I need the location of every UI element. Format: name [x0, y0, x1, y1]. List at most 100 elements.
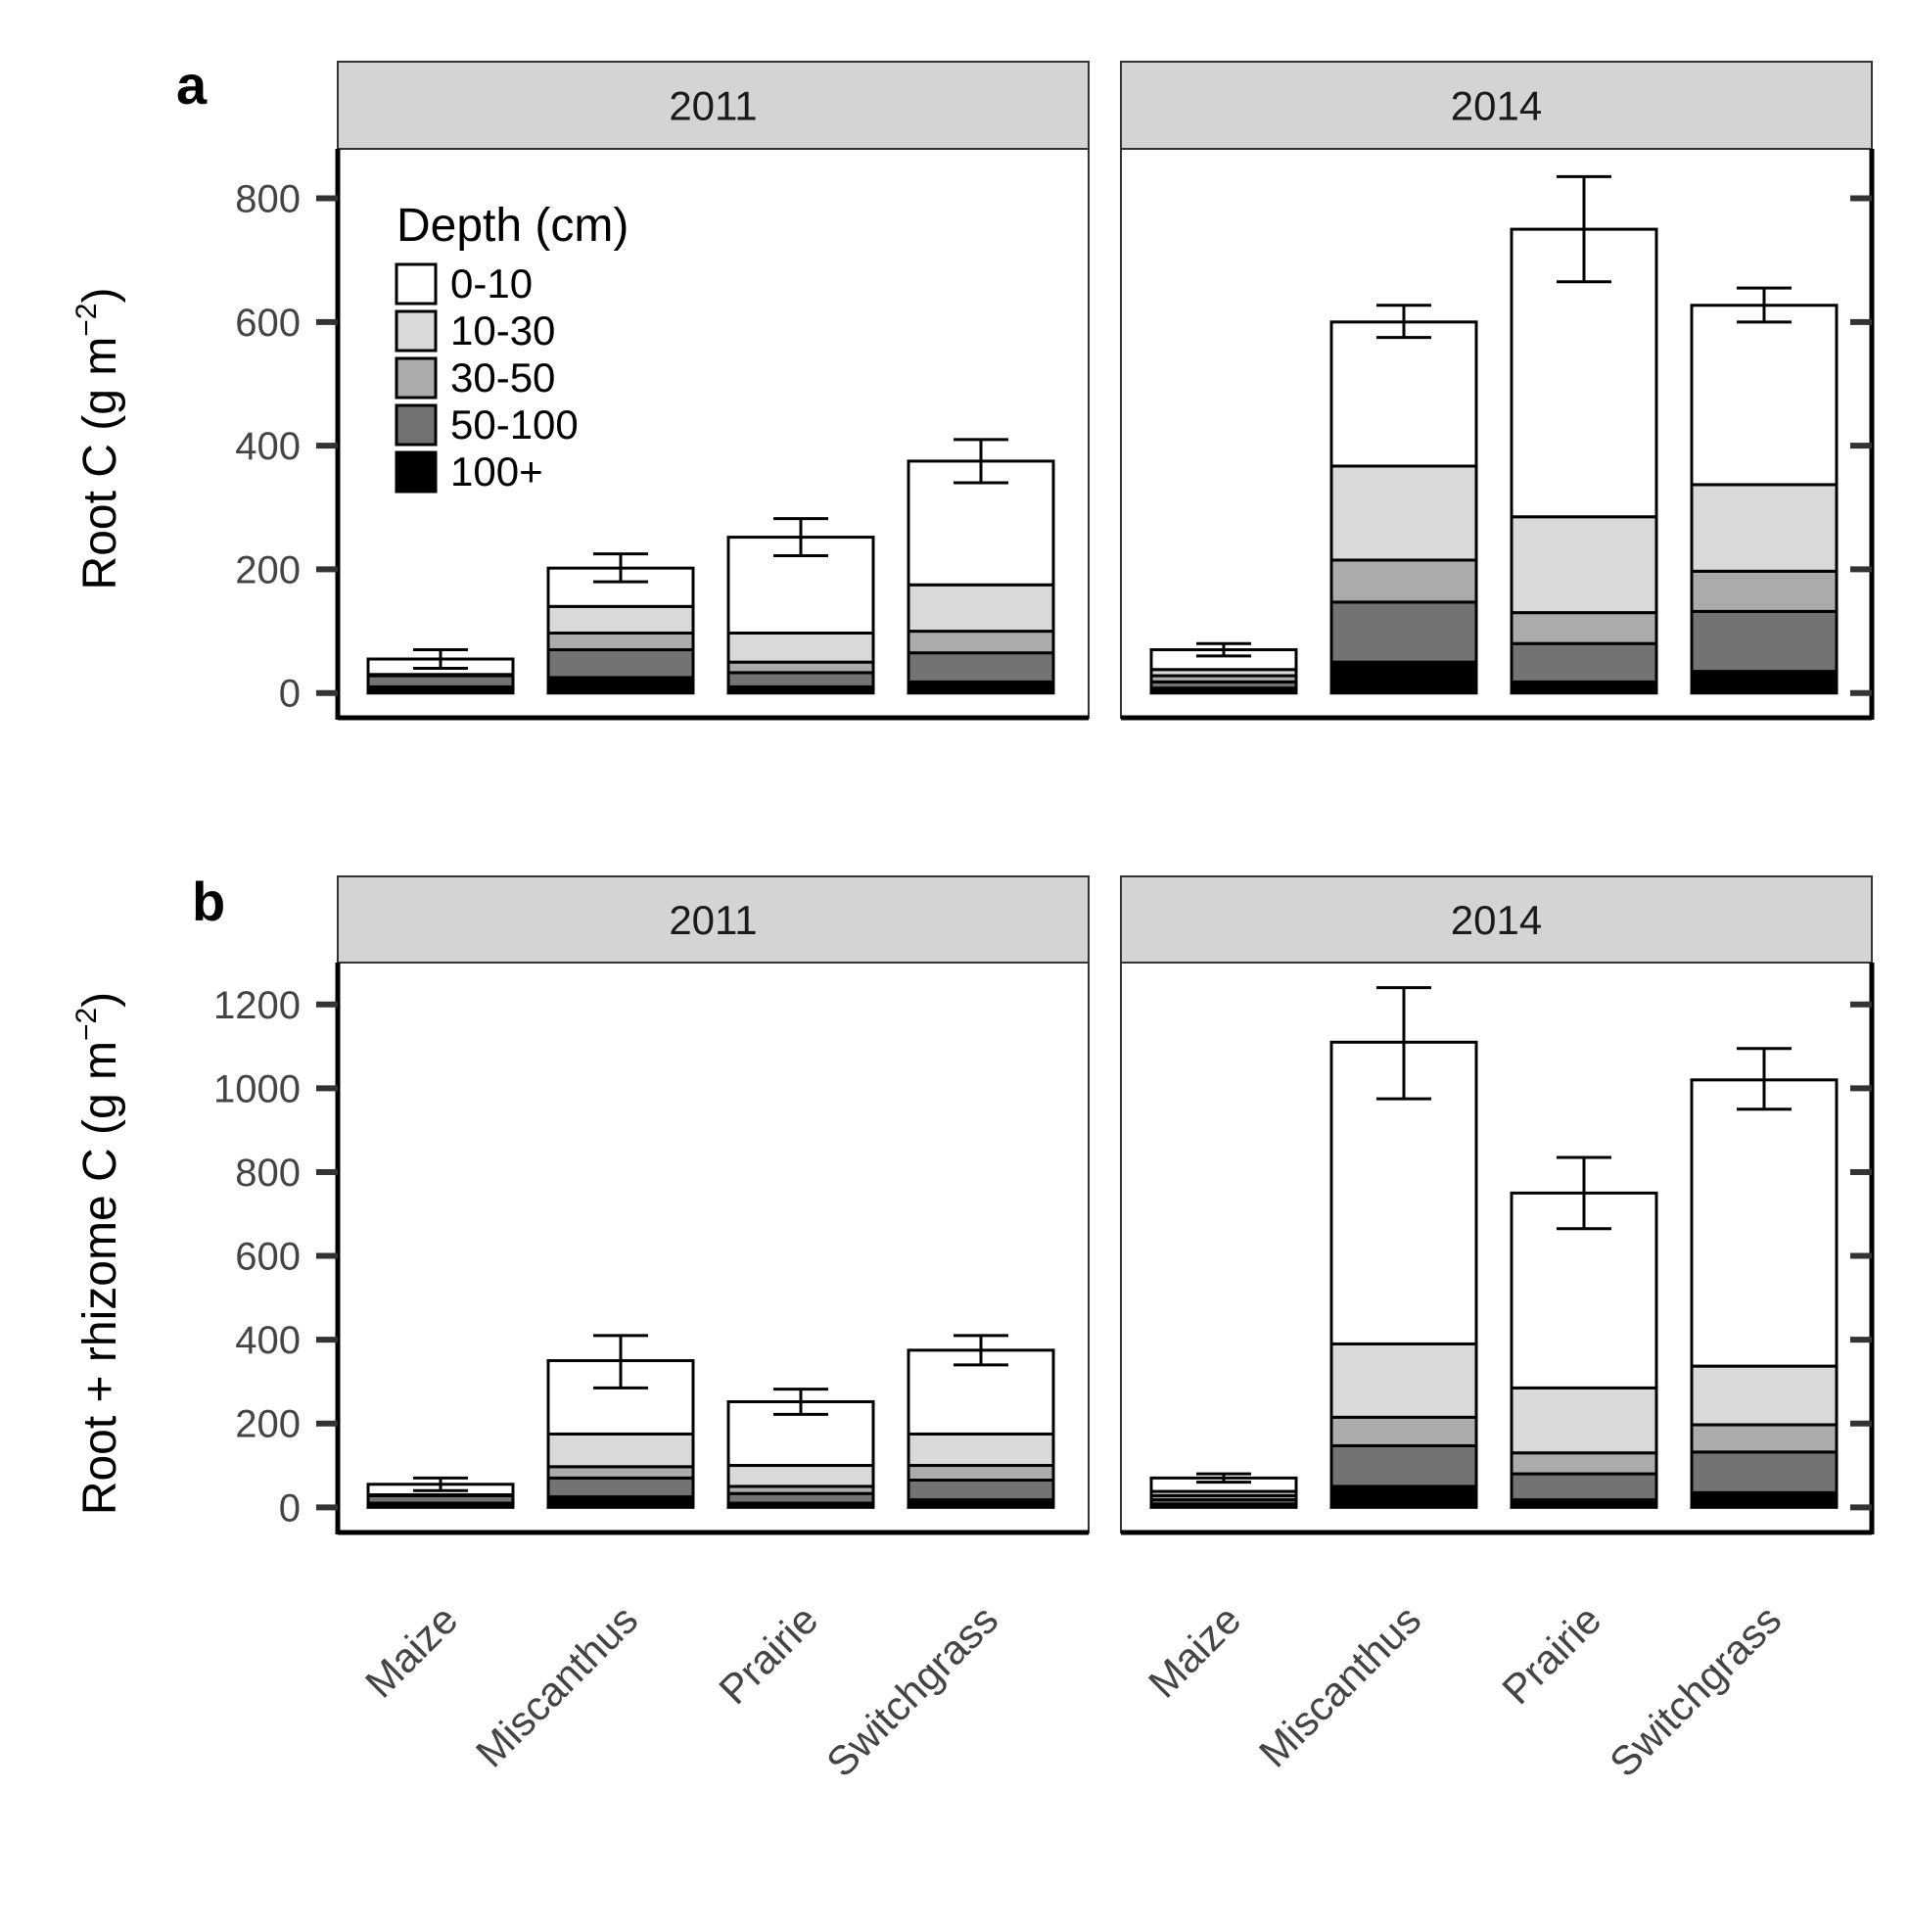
legend-label: 30-50	[450, 354, 555, 401]
bar-segment-prairie-10-30	[1510, 515, 1658, 615]
x-tick-label-switchgrass: Switchgrass	[1601, 1596, 1790, 1785]
y-tick-label: 400	[235, 425, 301, 468]
error-bar-miscanthus	[1376, 304, 1431, 340]
bar-segment-prairie-10-30	[1510, 1386, 1658, 1455]
panel-a-2014: 2014	[1120, 61, 1875, 721]
bar-segment-switchgrass-30-50	[907, 1464, 1055, 1483]
error-bar-maize	[413, 1476, 468, 1492]
legend-swatch	[395, 450, 438, 494]
bar-segment-switchgrass-100plus	[907, 680, 1055, 695]
x-tick-label-prairie: Prairie	[710, 1596, 826, 1713]
bar-segment-miscanthus-100plus	[546, 676, 695, 695]
error-bar-maize	[413, 648, 468, 670]
bar-segment-prairie-50-100	[726, 671, 875, 688]
legend-item-30-50: 30-50	[395, 354, 555, 401]
y-tick-label: 400	[235, 1319, 301, 1362]
bar-segment-switchgrass-30-50	[1690, 569, 1839, 613]
panel-a-2011: 2011 0 200 400 600 800	[235, 61, 1090, 721]
legend-item-0-10: 0-10	[395, 260, 533, 306]
facet-strip	[1120, 61, 1873, 150]
bar-segment-miscanthus-30-50	[546, 631, 695, 652]
bar-segment-miscanthus-30-50	[1329, 1415, 1478, 1447]
y-tick-label: 800	[235, 1152, 301, 1195]
bar-segment-miscanthus-100plus	[1329, 1484, 1478, 1509]
bar-segment-miscanthus-30-50	[546, 1465, 695, 1480]
bar-segment-miscanthus-100plus	[1329, 660, 1478, 695]
bar-segment-miscanthus-10-30	[1329, 464, 1478, 562]
facet-strip-label: 2014	[1451, 83, 1542, 129]
facet-strip-label: 2011	[669, 897, 757, 943]
bar-segment-miscanthus-10-30	[546, 604, 695, 635]
bar-segment-switchgrass-10-30	[1690, 483, 1839, 573]
error-bar-maize	[1196, 641, 1251, 658]
bar-segment-switchgrass-50-100	[907, 1479, 1055, 1502]
bar-segment-prairie-50-100	[1510, 1472, 1658, 1502]
bar-segment-switchgrass-100plus	[1690, 1490, 1839, 1509]
error-bar-switchgrass	[954, 438, 1008, 485]
y-tick-label: 800	[235, 178, 301, 221]
bar-segment-switchgrass-100plus	[1690, 670, 1839, 695]
error-bar-switchgrass	[954, 1334, 1008, 1367]
bar-segment-prairie-50-100	[1510, 641, 1658, 683]
legend-label: 0-10	[450, 260, 533, 306]
error-bar-switchgrass	[1737, 286, 1792, 324]
legend-item-100plus: 100+	[395, 448, 543, 495]
error-bar-switchgrass	[1737, 1047, 1792, 1111]
bar-segment-switchgrass-50-100	[1690, 1450, 1839, 1494]
bar-segment-prairie-30-50	[1510, 611, 1658, 645]
bar-segment-miscanthus-50-100	[1329, 600, 1478, 664]
facet-strip	[1120, 875, 1873, 964]
bar-segment-switchgrass-10-30	[1690, 1364, 1839, 1427]
bar-segment-prairie-10-30	[726, 631, 875, 664]
y-axis-label-a: Root C (g m−2)	[70, 288, 126, 590]
y-tick-label: 600	[235, 302, 301, 345]
y-tick-label: 0	[279, 673, 301, 716]
bar-segment-switchgrass-50-100	[907, 651, 1055, 683]
bar-segment-miscanthus-10-30	[1329, 1342, 1478, 1419]
bar-segment-miscanthus-100plus	[546, 1495, 695, 1509]
x-tick-label-maize: Maize	[1140, 1596, 1249, 1706]
bar-segment-prairie-30-50	[1510, 1451, 1658, 1476]
x-tick-label-miscanthus: Miscanthus	[1250, 1596, 1429, 1775]
bar-segment-maize-50-100	[366, 674, 515, 688]
error-bar-miscanthus	[593, 552, 648, 584]
legend-swatch	[395, 309, 438, 353]
bar-segment-prairie-100plus	[1510, 680, 1658, 695]
facet-strip	[337, 61, 1090, 150]
bar-segment-switchgrass-10-30	[907, 1432, 1055, 1468]
legend-title: Depth (cm)	[396, 200, 629, 252]
bar-segment-miscanthus-0-10	[1329, 320, 1478, 468]
x-tick-label-prairie: Prairie	[1493, 1596, 1609, 1713]
bar-segment-switchgrass-10-30	[907, 583, 1055, 634]
bar-segment-switchgrass-30-50	[907, 630, 1055, 655]
y-tick-label: 600	[235, 1236, 301, 1279]
y-axis-label-b: Root + rhizome C (g m−2)	[70, 992, 126, 1515]
panel-label-a: a	[176, 54, 208, 116]
facet-strip-label: 2011	[669, 83, 757, 129]
x-tick-label-miscanthus: Miscanthus	[467, 1596, 646, 1775]
bar-segment-switchgrass-0-10	[1690, 1078, 1839, 1368]
error-bar-miscanthus	[593, 1334, 648, 1390]
bar-segment-prairie-30-50	[726, 660, 875, 675]
bar-segment-switchgrass-30-50	[1690, 1423, 1839, 1454]
legend-label: 100+	[450, 448, 543, 495]
legend-item-50-100: 50-100	[395, 401, 579, 448]
bar-segment-miscanthus-50-100	[546, 1476, 695, 1499]
bar-segment-miscanthus-30-50	[1329, 558, 1478, 604]
y-tick-label: 1000	[213, 1067, 301, 1110]
bar-segment-switchgrass-0-10	[1690, 304, 1839, 487]
legend-label: 10-30	[450, 307, 555, 353]
error-bar-maize	[1196, 1472, 1251, 1484]
error-bar-prairie	[1557, 174, 1611, 284]
y-tick-label: 200	[235, 1403, 301, 1446]
legend-swatch	[395, 262, 438, 306]
x-tick-label-maize: Maize	[356, 1596, 466, 1706]
legend-label: 50-100	[450, 401, 579, 448]
error-bar-prairie	[773, 517, 828, 558]
y-tick-label: 200	[235, 548, 301, 591]
legend-swatch	[395, 403, 438, 447]
